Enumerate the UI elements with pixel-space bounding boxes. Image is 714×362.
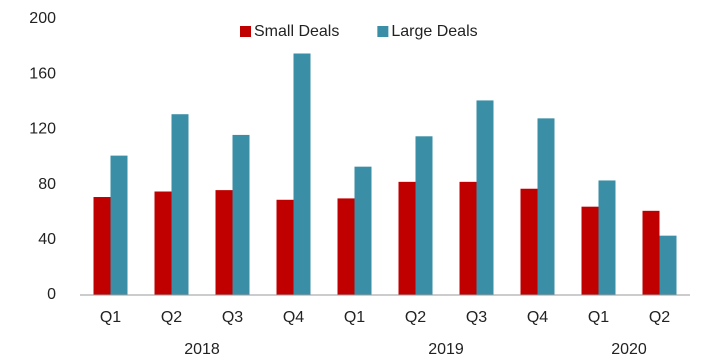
- bar: [110, 155, 128, 295]
- bar: [659, 235, 677, 295]
- x-tick-label: Q1: [344, 309, 365, 326]
- y-tick-label: 0: [47, 286, 56, 303]
- y-tick-label: 40: [38, 231, 56, 248]
- bar: [93, 197, 111, 295]
- bar: [581, 206, 599, 295]
- legend-label: Small Deals: [254, 23, 339, 40]
- bar: [520, 188, 538, 295]
- x-tick-label: Q2: [649, 309, 670, 326]
- legend-swatch: [240, 26, 251, 37]
- bar: [354, 166, 372, 295]
- bar: [276, 199, 294, 295]
- bar: [476, 100, 494, 295]
- bar: [337, 198, 355, 295]
- group-label: 2020: [611, 341, 647, 358]
- bar: [537, 118, 555, 295]
- x-tick-label: Q4: [527, 309, 548, 326]
- bar: [154, 191, 172, 295]
- x-tick-label: Q2: [161, 309, 182, 326]
- bar: [642, 210, 660, 295]
- bar: [171, 114, 189, 295]
- group-label: 2018: [184, 341, 220, 358]
- bar: [415, 136, 433, 295]
- bar: [459, 181, 477, 295]
- y-tick-label: 200: [29, 10, 56, 27]
- legend-label: Large Deals: [391, 23, 477, 40]
- bar: [215, 190, 233, 295]
- bar: [398, 181, 416, 295]
- y-tick-label: 160: [29, 65, 56, 82]
- bar: [598, 180, 616, 295]
- x-tick-label: Q3: [222, 309, 243, 326]
- x-tick-label: Q3: [466, 309, 487, 326]
- bar: [293, 53, 311, 295]
- legend-swatch: [377, 26, 389, 37]
- x-tick-label: Q1: [100, 309, 121, 326]
- x-tick-label: Q2: [405, 309, 426, 326]
- bar: [232, 134, 250, 295]
- y-tick-label: 120: [29, 121, 56, 138]
- x-tick-label: Q4: [283, 309, 304, 326]
- x-tick-label: Q1: [588, 309, 609, 326]
- y-tick-label: 80: [38, 176, 56, 193]
- group-label: 2019: [428, 341, 464, 358]
